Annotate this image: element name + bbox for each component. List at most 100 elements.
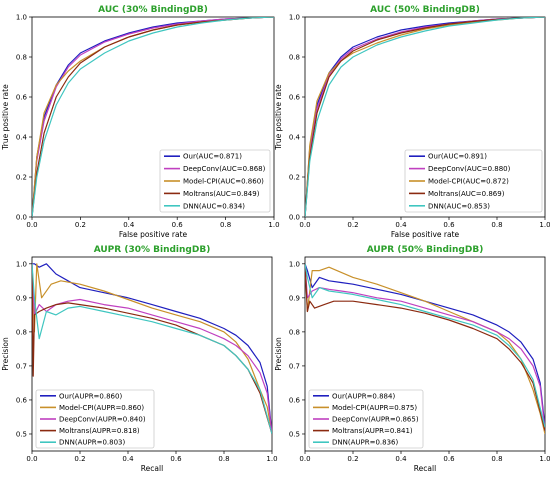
x-tick-label: 0.0 xyxy=(299,455,310,463)
legend-label: Our(AUC=0.871) xyxy=(183,153,242,161)
x-tick-label: 1.0 xyxy=(266,455,277,463)
y-tick-label: 1.0 xyxy=(16,14,27,22)
series-group xyxy=(32,263,272,435)
x-tick-label: 1.0 xyxy=(539,455,550,463)
legend: Our(AUPR=0.860) Model-CPI(AUPR=0.860) Deep… xyxy=(35,389,155,449)
legend: Our(AUC=0.891) DeepConv(AUC=0.880) Model-C… xyxy=(404,149,543,213)
chart-title: AUPR (30% BindingDB) xyxy=(94,245,211,255)
legend-label: DNN(AUC=0.853) xyxy=(428,202,490,210)
y-tick-label: 0.9 xyxy=(289,294,300,302)
chart-panel-3: AUPR (50% BindingDB) 0.0 0.2 0.4 0.6 0.8 1.0 0.… xyxy=(274,245,550,473)
legend-box xyxy=(308,389,424,449)
legend-label: Our(AUC=0.891) xyxy=(428,153,487,161)
x-tick-label: 0.2 xyxy=(347,221,358,229)
series-line-modelcpi xyxy=(305,263,545,435)
legend-label: DNN(AUC=0.834) xyxy=(183,202,245,210)
x-tick-label: 0.4 xyxy=(122,455,134,463)
x-tick-label: 1.0 xyxy=(268,221,279,229)
x-tick-label: 0.2 xyxy=(75,221,86,229)
legend-label: Model-CPI(AUPR=0.860) xyxy=(59,404,144,412)
x-tick-label: 0.6 xyxy=(170,455,182,463)
y-tick-label: 0.9 xyxy=(16,294,27,302)
y-tick-label: 1.0 xyxy=(289,14,300,22)
x-tick-label: 0.0 xyxy=(26,455,37,463)
chart-title: AUC (30% BindingDB) xyxy=(98,5,208,15)
legend-label: DNN(AUPR=0.836) xyxy=(332,439,398,447)
series-line-deepconv xyxy=(32,17,274,217)
series-group xyxy=(305,17,545,217)
plot-frame xyxy=(31,16,275,218)
legend-label: DeepConv(AUPR=0.865) xyxy=(332,416,419,424)
series-group xyxy=(32,17,274,217)
y-tick-label: 0.2 xyxy=(16,174,27,182)
legend: Our(AUC=0.871) DeepConv(AUC=0.868) Model-C… xyxy=(159,149,271,213)
x-tick-label: 0.0 xyxy=(26,221,37,229)
y-tick-label: 0.0 xyxy=(289,214,300,222)
x-tick-label: 0.2 xyxy=(347,455,358,463)
y-tick-label: 1.0 xyxy=(289,260,300,268)
chart-panel-0: AUC (30% BindingDB) 0.0 0.2 0.4 0.6 0.8 1.0 0.0… xyxy=(1,5,280,239)
y-tick-label: 0.8 xyxy=(16,54,27,62)
series-line-moltrans xyxy=(305,263,545,431)
y-axis-label: Precision xyxy=(274,337,283,371)
series-line-dnn xyxy=(305,263,545,428)
y-tick-label: 0.0 xyxy=(16,214,27,222)
x-tick-label: 0.8 xyxy=(491,221,502,229)
chart-panel-2: AUPR (30% BindingDB) 0.0 0.2 0.4 0.6 0.8 1.0 0.… xyxy=(1,245,278,473)
x-tick-label: 0.0 xyxy=(299,221,310,229)
legend-box xyxy=(404,149,543,213)
y-tick-label: 0.6 xyxy=(16,396,28,404)
x-tick-label: 0.8 xyxy=(218,455,229,463)
y-axis-label: True positive rate xyxy=(274,84,283,151)
legend-label: Our(AUPR=0.884) xyxy=(332,392,395,400)
y-tick-label: 0.5 xyxy=(289,430,300,438)
x-axis-label: False positive rate xyxy=(391,230,460,239)
series-line-dnn xyxy=(32,263,272,435)
series-line-dnn xyxy=(305,17,545,217)
y-tick-label: 0.6 xyxy=(16,94,28,102)
x-tick-label: 0.6 xyxy=(443,221,455,229)
y-tick-label: 0.8 xyxy=(16,328,27,336)
chart-panel-1: AUC (50% BindingDB) 0.0 0.2 0.4 0.6 0.8 1.0 0.0… xyxy=(274,5,550,239)
y-tick-label: 0.8 xyxy=(289,328,300,336)
y-tick-label: 0.2 xyxy=(289,174,300,182)
plot-frame xyxy=(31,256,273,452)
series-line-our xyxy=(32,263,272,435)
legend-label: DNN(AUPR=0.803) xyxy=(59,439,125,447)
series-line-moltrans xyxy=(305,17,545,217)
y-tick-label: 0.6 xyxy=(289,396,301,404)
legend-label: Moltrans(AUC=0.869) xyxy=(428,190,505,198)
x-tick-label: 1.0 xyxy=(539,221,550,229)
chart-title: AUC (50% BindingDB) xyxy=(370,5,480,15)
x-axis-label: False positive rate xyxy=(119,230,188,239)
y-tick-label: 0.8 xyxy=(289,54,300,62)
y-tick-label: 0.5 xyxy=(16,430,27,438)
series-line-modelcpi xyxy=(32,263,272,435)
x-tick-label: 0.8 xyxy=(491,455,502,463)
y-tick-label: 0.4 xyxy=(16,134,28,142)
x-tick-label: 0.4 xyxy=(395,455,407,463)
series-line-deepconv xyxy=(305,263,545,431)
y-tick-label: 0.6 xyxy=(289,94,301,102)
legend: Our(AUPR=0.884) Model-CPI(AUPR=0.875) Deep… xyxy=(308,389,424,449)
legend-label: DeepConv(AUC=0.880) xyxy=(428,165,511,173)
x-tick-label: 0.6 xyxy=(172,221,184,229)
legend-label: Moltrans(AUPR=0.841) xyxy=(332,427,413,435)
series-line-dnn xyxy=(32,17,274,217)
y-tick-label: 1.0 xyxy=(16,260,27,268)
x-tick-label: 0.2 xyxy=(74,455,85,463)
legend-label: Moltrans(AUPR=0.818) xyxy=(59,427,140,435)
legend-label: Model-CPI(AUPR=0.875) xyxy=(332,404,417,412)
legend-box xyxy=(35,389,155,449)
legend-label: Moltrans(AUC=0.849) xyxy=(183,190,260,198)
x-axis-label: Recall xyxy=(141,464,163,473)
series-group xyxy=(305,263,545,435)
legend-label: Model-CPI(AUC=0.860) xyxy=(183,178,264,186)
x-axis-label: Recall xyxy=(414,464,436,473)
x-tick-label: 0.4 xyxy=(395,221,407,229)
chart-title: AUPR (50% BindingDB) xyxy=(367,245,484,255)
series-line-deepconv xyxy=(32,263,272,435)
plot-frame xyxy=(304,256,546,452)
